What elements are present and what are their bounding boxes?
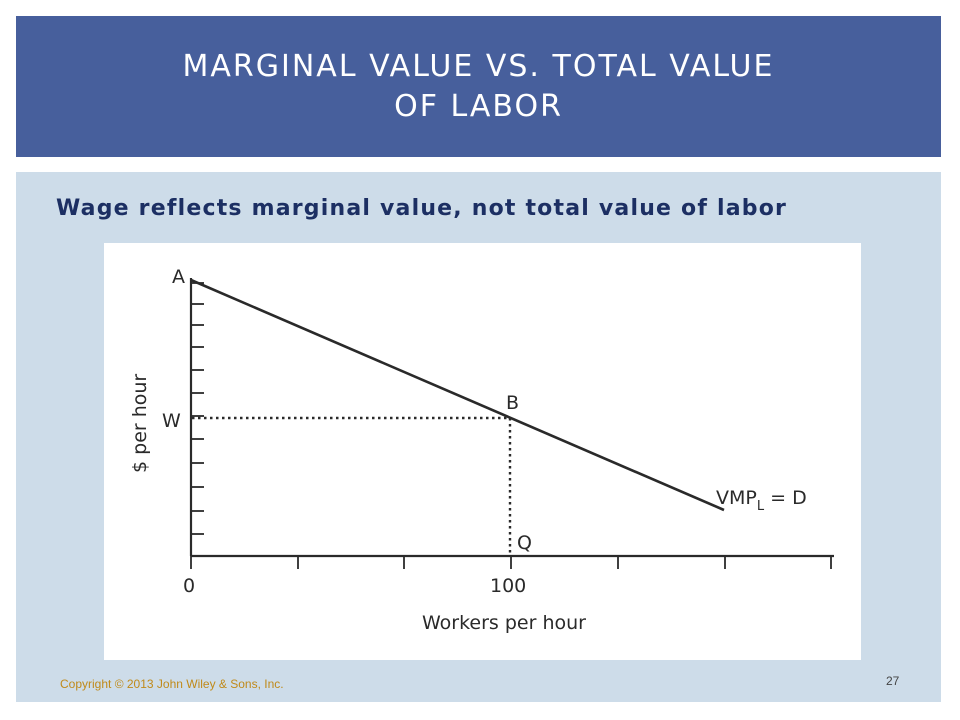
curve-label-rest: = D — [764, 487, 807, 509]
y-axis-label: $ per hour — [129, 374, 151, 473]
title-bar: MARGINAL VALUE VS. TOTAL VALUE OF LABOR — [16, 16, 941, 157]
point-label-q: Q — [517, 532, 532, 554]
curve-label-main: VMP — [716, 487, 757, 509]
x-axis-ticks — [190, 556, 832, 569]
point-label-a: A — [172, 266, 185, 288]
copyright-notice: Copyright © 2013 John Wiley & Sons, Inc. — [60, 677, 284, 691]
x-tick-label-0: 0 — [183, 575, 195, 597]
x-axis-label: Workers per hour — [422, 612, 586, 634]
diagram-svg: A W B Q VMPL = D 0 100 Workers per hour … — [129, 266, 834, 634]
diagram-figure: A W B Q VMPL = D 0 100 Workers per hour … — [104, 243, 861, 660]
slide-subtitle: Wage reflects marginal value, not total … — [56, 196, 788, 221]
page-number: 27 — [886, 674, 900, 688]
vmp-demand-line — [190, 278, 725, 512]
x-tick-label-100: 100 — [490, 575, 526, 597]
y-axis-ticks — [191, 282, 204, 535]
slide-title-line-2: OF LABOR — [394, 88, 563, 124]
point-label-w: W — [162, 410, 181, 432]
point-label-b: B — [506, 392, 519, 414]
curve-label: VMPL = D — [716, 487, 807, 514]
curve-label-sub: L — [757, 499, 765, 514]
slide-title-line-1: MARGINAL VALUE VS. TOTAL VALUE — [182, 48, 775, 84]
